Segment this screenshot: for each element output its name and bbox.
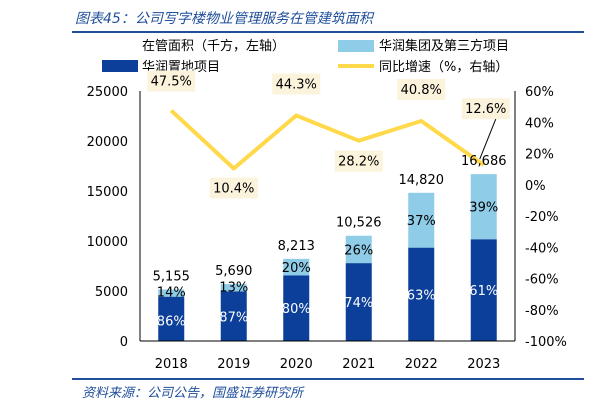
left-tick-label: 0 (120, 335, 128, 350)
x-tick-label: 2019 (217, 357, 250, 372)
right-tick-label: -40% (525, 241, 559, 256)
third-party-share-label: 13% (219, 281, 248, 296)
legend-area-axis-label: 在管面积（千方，左轴） (142, 38, 285, 54)
yoy-label: 12.6% (465, 102, 506, 117)
yoy-label-background (461, 98, 510, 120)
left-tick-label: 5000 (95, 285, 128, 300)
bar-third-party (220, 284, 247, 292)
axis-lines (139, 91, 516, 342)
total-label: 16,686 (461, 154, 507, 169)
right-tick-label: -60% (525, 273, 559, 288)
left-tick-label: 10000 (87, 235, 128, 250)
bar-third-party (158, 289, 185, 297)
x-tick-label: 2021 (342, 357, 375, 372)
bottom-rule (72, 378, 584, 380)
third-party-share-label: 39% (469, 201, 498, 216)
third-party-share-label: 14% (157, 286, 186, 301)
right-tick-label: -80% (525, 304, 559, 319)
yoy-label: 44.3% (276, 78, 317, 93)
bars (158, 174, 497, 341)
data-labels: 5,155 5,690 8,213 10,526 14,820 16,686 86% 14% 8… (147, 70, 510, 330)
x-tick-label: 2018 (155, 357, 188, 372)
yoy-label-background (272, 73, 321, 95)
yoy-label: 47.5% (151, 75, 192, 90)
own-share-label: 74% (344, 296, 373, 311)
third-party-share-label: 37% (407, 214, 436, 229)
total-label: 5,690 (215, 264, 252, 279)
figure-title: 图表45：公司写字楼物业管理服务在管建筑面积 (75, 11, 373, 27)
x-tick-label: 2022 (405, 357, 438, 372)
right-tick-label: 20% (525, 148, 554, 163)
right-tick-label: 40% (525, 116, 554, 131)
yoy-label: 40.8% (401, 83, 442, 98)
bar-own (470, 239, 497, 341)
bar-own (408, 247, 435, 341)
yoy-label: 28.2% (338, 155, 379, 170)
own-share-label: 63% (407, 288, 436, 303)
total-label: 5,155 (153, 269, 190, 284)
yoy-label-background (209, 177, 258, 199)
legend-third-party-swatch (338, 40, 374, 52)
right-tick-label: 0% (525, 179, 546, 194)
right-tick-label: -20% (525, 210, 559, 225)
own-share-label: 87% (219, 310, 248, 325)
third-party-share-label: 26% (344, 243, 373, 258)
right-axis-ticks: -100% -80% -60% -40% -20% 0% 20% 40% 60% (525, 85, 567, 350)
bar-third-party (470, 174, 497, 240)
bar-third-party (345, 235, 372, 264)
own-share-label: 80% (282, 302, 311, 317)
x-tick-label: 2023 (467, 357, 500, 372)
bar-third-party (283, 258, 310, 276)
left-tick-label: 20000 (87, 135, 128, 150)
yoy-label-background (334, 150, 383, 172)
legend-yoy-label: 同比增速（%，右轴） (379, 60, 508, 75)
x-tick-label: 2020 (280, 357, 313, 372)
legend-own-swatch (102, 60, 138, 72)
bar-own (158, 296, 185, 341)
yoy-leader-line (479, 118, 497, 160)
bar-own (345, 263, 372, 341)
third-party-share-label: 20% (282, 261, 311, 276)
left-axis-ticks: 0 5000 10000 15000 20000 25000 (87, 85, 128, 350)
top-rule (72, 31, 584, 33)
total-label: 8,213 (278, 239, 315, 254)
left-tick-label: 25000 (87, 85, 128, 100)
left-tick-label: 15000 (87, 185, 128, 200)
total-label: 10,526 (336, 216, 382, 231)
bar-own (283, 275, 310, 341)
yoy-line-layer (169, 109, 485, 171)
right-tick-label: 60% (525, 85, 554, 100)
legend: 在管面积（千方，左轴） 华润集团及第三方项目 华润置地项目 同比增速（%，右轴） (102, 38, 509, 75)
source-note: 资料来源：公司公告，国盛证券研究所 (82, 386, 304, 401)
bar-own (220, 291, 247, 341)
legend-third-party-label: 华润集团及第三方项目 (379, 38, 509, 54)
own-share-label: 61% (469, 284, 498, 299)
own-share-label: 86% (157, 315, 186, 330)
x-axis-ticks: 2018 2019 2020 2021 2022 2023 (155, 357, 501, 372)
yoy-label: 10.4% (213, 182, 254, 197)
yoy-line (169, 109, 485, 171)
yoy-label-background (397, 79, 446, 100)
yoy-label-background (147, 70, 196, 92)
right-tick-label: -100% (525, 335, 567, 350)
total-label: 14,820 (399, 173, 445, 188)
bar-third-party (408, 192, 435, 248)
